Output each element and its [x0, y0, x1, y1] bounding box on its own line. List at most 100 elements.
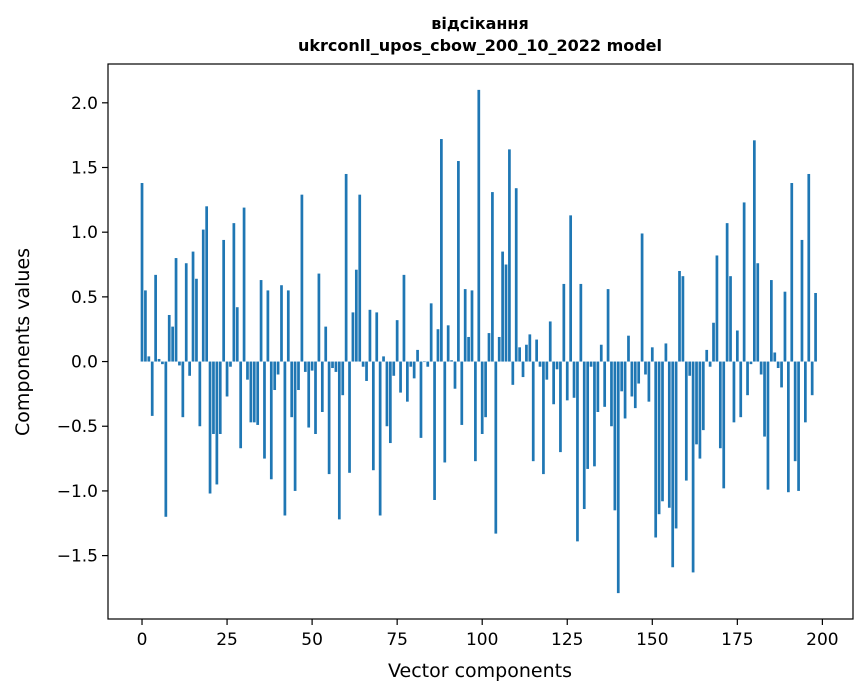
bar [375, 312, 379, 362]
x-axis-label: Vector components [388, 660, 572, 682]
bar [701, 361, 705, 431]
bar [800, 239, 804, 362]
bar [545, 361, 549, 380]
bar [606, 289, 610, 362]
bar [807, 173, 811, 362]
bar [749, 361, 753, 365]
bar [157, 358, 161, 362]
y-tick-label: 0.5 [71, 288, 98, 308]
bar [664, 343, 668, 362]
bar [191, 251, 195, 362]
bar [215, 361, 219, 485]
bar-series [140, 89, 817, 594]
bar [552, 361, 555, 405]
bar [514, 188, 518, 362]
bar [171, 326, 174, 362]
bar [531, 361, 535, 462]
bar [423, 361, 426, 363]
bar [358, 194, 362, 362]
bar [521, 361, 525, 378]
bar [235, 307, 239, 362]
bar [691, 361, 695, 573]
bar [334, 361, 338, 372]
bar [164, 361, 168, 517]
bar [242, 207, 246, 362]
bar [443, 361, 447, 463]
bar [586, 361, 590, 469]
bar [320, 361, 324, 412]
bar [508, 149, 511, 362]
x-tick-label: 100 [466, 630, 498, 650]
plot-frame [107, 63, 854, 620]
bar [361, 361, 365, 367]
bar [477, 89, 481, 362]
bar [637, 361, 641, 384]
bar [783, 291, 787, 362]
bar [480, 361, 484, 434]
bar [569, 215, 573, 362]
x-tick-label: 0 [137, 630, 148, 650]
bar [208, 361, 212, 494]
bar [603, 361, 607, 407]
bar [633, 361, 637, 409]
bar [752, 140, 756, 362]
bar [746, 361, 749, 396]
bar [610, 361, 613, 427]
bar [732, 361, 736, 423]
bar [729, 276, 732, 362]
bar [695, 361, 698, 445]
bar [511, 361, 515, 385]
bar [647, 361, 651, 402]
x-axis-ticks: 0 25 50 75 100 125 150 175 200 [137, 619, 839, 650]
y-tick-label: −1.5 [57, 547, 98, 567]
bar [354, 269, 358, 362]
bar [735, 330, 739, 362]
bar [572, 361, 576, 398]
bar [453, 361, 457, 389]
bar [249, 361, 253, 423]
bar [300, 194, 304, 362]
bar [542, 361, 545, 475]
x-tick-label: 50 [301, 630, 323, 650]
bar [457, 161, 460, 362]
bar [763, 361, 766, 437]
bar [555, 361, 559, 370]
bar [290, 361, 294, 418]
bar [463, 289, 467, 362]
bar [150, 361, 154, 416]
y-tick-label: −1.0 [57, 482, 98, 502]
bar [725, 223, 729, 362]
bar [470, 290, 474, 362]
bar [688, 361, 692, 376]
bar [331, 361, 334, 369]
bar [327, 361, 331, 475]
bar [504, 264, 508, 362]
bar [766, 361, 770, 490]
y-tick-label: −0.5 [57, 417, 98, 437]
y-tick-label: 1.5 [71, 158, 98, 178]
bar [565, 361, 569, 401]
bar [368, 309, 372, 362]
y-tick-label: 1.0 [71, 223, 98, 243]
bar [218, 361, 222, 434]
bar [273, 361, 277, 391]
bar [593, 361, 596, 467]
bar [154, 274, 157, 362]
bar [793, 361, 797, 462]
y-tick-label: 0.0 [71, 353, 98, 373]
bar [269, 361, 273, 480]
bar [283, 361, 287, 516]
bar [620, 361, 624, 392]
bar [167, 314, 171, 362]
bar [525, 344, 528, 362]
bar [252, 361, 256, 423]
bar [416, 349, 419, 362]
bar [446, 325, 450, 362]
bar [501, 251, 504, 362]
bar [681, 276, 685, 362]
bar [705, 349, 709, 362]
bar [623, 361, 627, 419]
bar [487, 333, 491, 362]
bar [671, 361, 675, 568]
y-tick-label: 2.0 [71, 94, 98, 114]
